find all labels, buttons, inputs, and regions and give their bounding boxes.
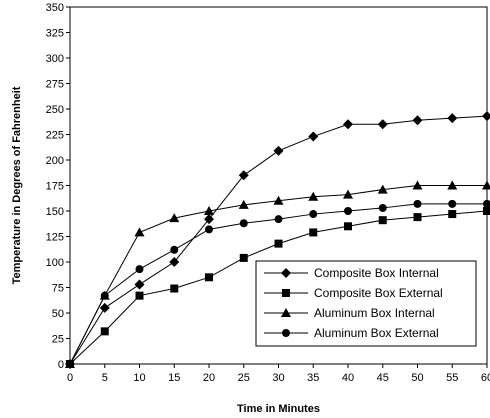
x-tick-label: 55 — [446, 372, 458, 384]
data-point-marker — [344, 207, 352, 215]
y-tick-label: 200 — [46, 155, 64, 167]
y-axis-title: Temperature in Degrees of Fahrenheit — [11, 86, 23, 284]
legend-marker — [281, 268, 291, 278]
data-point-marker — [238, 199, 249, 209]
data-point-marker — [343, 189, 353, 199]
data-point-marker — [309, 228, 318, 237]
y-tick-label: 225 — [46, 130, 64, 142]
data-point-marker — [274, 239, 283, 248]
y-tick-label: 275 — [46, 79, 64, 91]
series-2 — [66, 207, 490, 368]
legend-label: Composite Box Internal — [314, 266, 439, 280]
data-point-marker — [308, 131, 319, 142]
data-point-marker — [412, 180, 423, 190]
data-point-marker — [344, 222, 352, 231]
data-point-marker — [135, 265, 144, 274]
y-tick-label: 75 — [52, 283, 64, 295]
data-point-marker — [134, 227, 145, 237]
legend-item: Composite Box Internal — [264, 266, 439, 280]
data-point-marker — [204, 206, 214, 215]
data-point-marker — [448, 210, 457, 219]
legend-marker — [282, 289, 290, 297]
data-point-marker — [447, 113, 458, 124]
legend-box — [255, 260, 477, 347]
y-tick-label: 0 — [58, 359, 64, 371]
y-tick-label: 100 — [46, 257, 64, 269]
x-tick-label: 40 — [342, 372, 354, 384]
x-tick-label: 50 — [411, 372, 423, 384]
legend-item: Aluminum Box Internal — [264, 306, 435, 320]
data-point-marker — [239, 219, 248, 228]
data-point-marker — [239, 253, 248, 262]
data-point-marker — [483, 199, 490, 208]
y-tick-label: 300 — [46, 53, 64, 65]
data-point-marker — [169, 213, 180, 223]
data-point-marker — [238, 170, 249, 181]
x-tick-label: 25 — [238, 372, 250, 384]
data-point-marker — [482, 111, 490, 122]
data-point-marker — [170, 245, 179, 254]
x-tick-label: 0 — [67, 372, 73, 384]
x-tick-label: 5 — [102, 372, 108, 384]
data-point-marker — [377, 184, 388, 194]
data-point-marker — [447, 180, 458, 190]
y-tick-label: 325 — [46, 28, 64, 40]
x-axis: 0 5 10 15 20 25 30 35 40 45 50 55 60 — [67, 364, 490, 384]
y-axis: 0 25 50 75 100 125 150 175 200 225 250 275 300 325 350 — [46, 2, 70, 371]
x-tick-label: 15 — [168, 372, 180, 384]
y-tick-label: 150 — [46, 206, 64, 218]
legend: Composite Box Internal Composite Box Exte… — [255, 260, 477, 347]
data-point-marker — [378, 216, 387, 225]
data-point-marker — [377, 119, 388, 130]
data-point-marker — [309, 210, 318, 219]
data-point-marker — [274, 215, 283, 224]
data-point-marker — [66, 360, 74, 368]
data-point-marker — [482, 180, 490, 190]
x-tick-label: 35 — [307, 372, 319, 384]
data-point-marker — [378, 203, 387, 212]
y-tick-label: 250 — [46, 104, 64, 116]
y-tick-label: 50 — [52, 308, 64, 320]
legend-item: Aluminum Box External — [264, 326, 439, 340]
data-point-marker — [308, 191, 319, 201]
data-point-marker — [99, 302, 110, 313]
legend-marker — [281, 308, 291, 317]
data-point-marker — [343, 119, 353, 130]
data-point-marker — [204, 214, 214, 225]
y-tick-label: 125 — [46, 232, 64, 244]
legend-item: Composite Box External — [264, 286, 443, 300]
series-layer — [65, 111, 490, 369]
data-point-marker — [483, 207, 490, 215]
y-tick-label: 25 — [52, 334, 64, 346]
data-point-marker — [170, 284, 179, 293]
data-point-marker — [413, 213, 422, 222]
x-tick-label: 60 — [481, 372, 490, 384]
x-tick-label: 30 — [272, 372, 284, 384]
data-point-marker — [205, 225, 213, 234]
data-point-marker — [100, 327, 109, 336]
x-tick-label: 45 — [377, 372, 389, 384]
legend-label: Composite Box External — [314, 286, 443, 300]
legend-label: Aluminum Box Internal — [314, 306, 435, 320]
data-point-marker — [273, 145, 284, 156]
x-axis-title: Time in Minutes — [237, 403, 320, 415]
data-point-marker — [169, 257, 180, 267]
data-point-marker — [412, 115, 423, 126]
data-point-marker — [205, 273, 213, 282]
legend-label: Aluminum Box External — [314, 326, 439, 340]
series-4 — [66, 199, 490, 368]
data-point-marker — [100, 291, 109, 300]
x-tick-label: 10 — [133, 372, 145, 384]
data-point-marker — [273, 195, 284, 205]
y-tick-label: 175 — [46, 181, 64, 193]
series-3 — [65, 180, 490, 368]
data-point-marker — [448, 199, 457, 208]
y-tick-label: 350 — [46, 2, 64, 14]
data-point-marker — [134, 279, 145, 290]
data-point-marker — [135, 291, 144, 300]
data-point-marker — [413, 199, 422, 208]
x-tick-label: 20 — [203, 372, 215, 384]
legend-marker — [282, 329, 290, 337]
